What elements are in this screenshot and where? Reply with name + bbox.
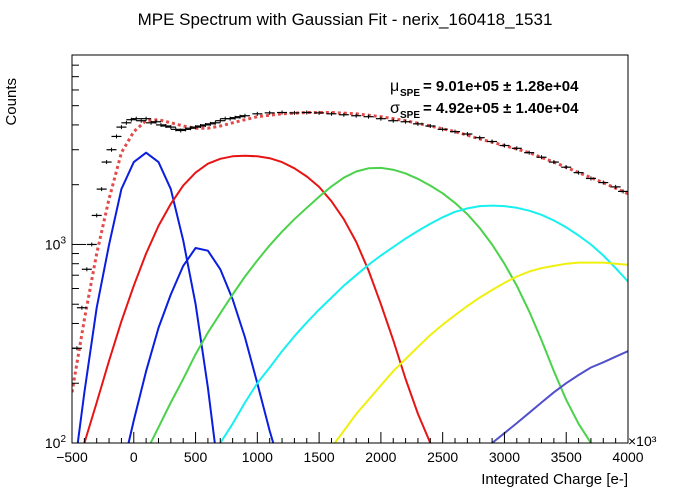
data-point: [450, 129, 461, 134]
data-point: [86, 242, 97, 247]
x-axis-label: Integrated Charge [e-]: [481, 471, 628, 488]
sigma-value: = 4.92e+05 ± 1.40e+04: [423, 100, 579, 117]
data-point: [363, 114, 374, 119]
data-point: [351, 113, 362, 118]
x-tick-label: 2500: [427, 449, 458, 465]
x-tick-label: 3000: [489, 449, 520, 465]
y-axis-label: Counts: [3, 78, 20, 126]
data-point: [116, 125, 127, 130]
x-tick-label: 1500: [304, 449, 335, 465]
x-tick-label: 2000: [365, 449, 396, 465]
data-point: [81, 267, 92, 272]
sigma-symbol: σ: [390, 100, 400, 117]
data-point: [573, 170, 584, 175]
x-tick-label: 1000: [242, 449, 273, 465]
data-point: [289, 110, 300, 115]
data-point: [524, 150, 535, 155]
y-tick-label: 103: [45, 235, 67, 252]
mu-symbol: μ: [390, 78, 399, 95]
data-point: [239, 113, 250, 118]
series-line-4: [149, 166, 593, 443]
data-point: [136, 118, 147, 123]
data-point: [96, 187, 107, 192]
series-line-5: [219, 204, 628, 443]
x-tick-label: 3500: [551, 449, 582, 465]
data-points-layer: [72, 110, 628, 351]
y-tick-label: 102: [45, 434, 67, 451]
series-line-2: [127, 247, 275, 443]
x-tick-label: 0: [130, 449, 138, 465]
data-point: [121, 120, 132, 125]
data-point: [412, 121, 423, 126]
data-point: [462, 132, 473, 137]
data-point: [215, 118, 226, 123]
x-tick-label: −500: [56, 449, 88, 465]
data-point: [91, 213, 102, 218]
data-point: [499, 143, 510, 148]
data-point: [165, 125, 176, 130]
axes-layer: −500 0 500 1000 1500 2000 2500 3000 3500 4000 102 1…: [45, 54, 644, 465]
mu-subscript: SPE: [400, 88, 420, 99]
data-point: [151, 119, 162, 124]
data-point: [210, 120, 221, 125]
data-point: [618, 189, 628, 194]
mu-value: = 9.01e+05 ± 1.28e+04: [423, 78, 579, 95]
data-point: [585, 176, 596, 181]
data-point: [106, 147, 117, 152]
data-point: [437, 127, 448, 132]
fit-annotations: μ SPE = 9.01e+05 ± 1.28e+04 σ SPE = 4.92…: [390, 78, 579, 121]
data-point: [252, 111, 263, 116]
data-point: [487, 139, 498, 144]
data-point: [375, 116, 386, 121]
data-point: [598, 180, 609, 185]
series-line-3: [83, 154, 432, 443]
data-point: [314, 110, 325, 115]
chart-title: MPE Spectrum with Gaussian Fit - nerix_1…: [138, 10, 553, 29]
x-axis-multiplier: ×10³: [628, 433, 657, 449]
data-point: [511, 146, 522, 151]
x-tick-label: 4000: [612, 449, 643, 465]
data-point: [76, 305, 87, 310]
data-point: [131, 116, 142, 121]
data-point: [338, 112, 349, 117]
sigma-annotation: σ SPE = 4.92e+05 ± 1.40e+04: [390, 100, 579, 121]
data-point: [561, 165, 572, 170]
data-point: [264, 110, 275, 115]
data-point: [277, 110, 288, 115]
x-tick-label: 500: [184, 449, 208, 465]
data-point: [388, 118, 399, 123]
series-line-6: [333, 261, 628, 443]
plot-frame: [71, 54, 629, 444]
sigma-subscript: SPE: [400, 110, 420, 121]
data-point: [301, 110, 312, 115]
data-point: [610, 184, 621, 189]
data-point: [326, 111, 337, 116]
data-point: [425, 124, 436, 129]
data-point: [536, 155, 547, 160]
data-point: [548, 160, 559, 165]
data-point: [101, 160, 112, 165]
series-line-1: [76, 151, 216, 443]
data-point: [474, 135, 485, 140]
data-point: [400, 119, 411, 124]
mu-annotation: μ SPE = 9.01e+05 ± 1.28e+04: [390, 78, 579, 99]
data-point: [141, 116, 152, 121]
data-point: [111, 134, 122, 139]
